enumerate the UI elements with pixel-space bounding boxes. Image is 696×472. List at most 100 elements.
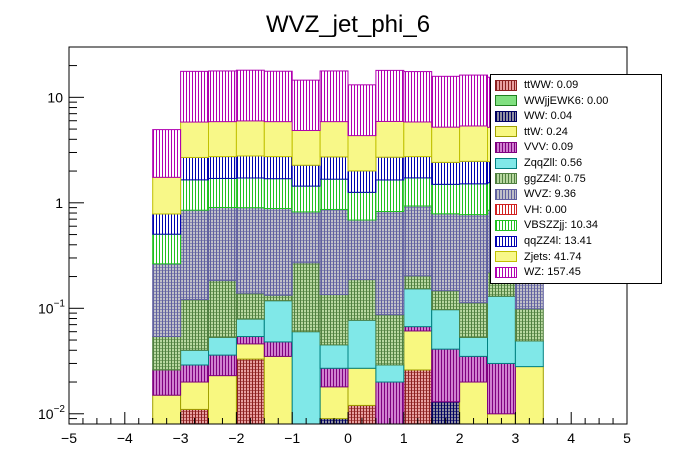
legend-swatch: [495, 204, 517, 216]
bar-VBSZZjj-bin-3: [235, 177, 265, 209]
bar-ggZZ4l-bin-4: [263, 294, 293, 302]
bar-VBSZZjj-bin-8: [375, 179, 405, 213]
x-tick-label: −4: [117, 430, 133, 446]
bar-ZqqZll-bin-2: [208, 336, 237, 356]
legend-swatch: [495, 157, 517, 169]
bar-Zjets-bin-6: [319, 121, 349, 158]
stacked-bars: [152, 69, 544, 425]
bar-ttW-bin-13: [514, 366, 544, 425]
legend-swatch: [495, 95, 517, 107]
bar-ZqqZll-bin-11: [459, 336, 489, 357]
bar-qqZZ4l-bin-7: [347, 170, 377, 193]
bar-ZqqZll-bin-7: [347, 319, 377, 369]
x-tick-label: −3: [173, 430, 189, 446]
bar-ZqqZll-bin-8: [375, 364, 405, 383]
bar-VVV-bin-4: [263, 341, 293, 357]
bar-ttW-bin-4: [263, 355, 293, 425]
bar-ggZZ4l-bin-10: [431, 290, 461, 311]
bar-ZqqZll-bin-3: [235, 318, 265, 338]
bar-ttW-bin-11: [459, 381, 489, 425]
x-tick-label: −2: [228, 430, 244, 446]
bar-WVZ-bin-4: [263, 208, 293, 296]
bar-WVZ-bin-3: [235, 207, 265, 294]
bar-WZ-bin-8: [375, 69, 405, 122]
bar-WZ-bin-0: [152, 129, 182, 178]
legend-item-VBSZZjj: VBSZZjj: 10.34: [495, 218, 598, 232]
legend-item-qqZZ4l: qqZZ4l: 13.41: [495, 234, 592, 248]
y-tick-label: 10−2: [38, 404, 65, 422]
legend-swatch: [495, 219, 517, 231]
bar-Zjets-bin-0: [152, 176, 182, 215]
legend-label: ggZZ4l: 0.75: [524, 172, 586, 185]
bar-VVV-bin-1: [180, 364, 210, 383]
legend-item-WW: WW: 0.04: [495, 109, 572, 123]
bar-VVV-bin-9: [403, 326, 433, 332]
legend-item-WVZ: WVZ: 9.36: [495, 187, 576, 201]
bar-qqZZ4l-bin-1: [180, 156, 210, 181]
bar-VBSZZjj-bin-11: [459, 183, 489, 216]
bar-VBSZZjj-bin-1: [180, 179, 210, 211]
bar-WVZ-bin-0: [152, 263, 182, 338]
y-tick-label: 10−1: [38, 298, 65, 316]
bar-Zjets-bin-2: [208, 121, 237, 158]
bar-ttW-bin-1: [180, 381, 210, 410]
legend-item-WZ: WZ: 157.45: [495, 265, 581, 279]
legend-swatch: [495, 235, 517, 247]
bar-VVV-bin-8: [375, 381, 405, 425]
legend-item-ZqqZll: ZqqZll: 0.56: [495, 156, 582, 170]
x-tick-label: 3: [512, 430, 520, 446]
bar-VBSZZjj-bin-6: [319, 178, 349, 210]
bar-ttW-bin-9: [403, 330, 433, 371]
bar-WZ-bin-1: [180, 70, 210, 123]
legend-item-ggZZ4l: ggZZ4l: 0.75: [495, 172, 586, 186]
x-tick-label: 5: [623, 430, 631, 446]
bar-qqZZ4l-bin-2: [208, 156, 237, 179]
bar-VVV-bin-12: [487, 362, 516, 415]
bar-WZ-bin-3: [235, 69, 265, 122]
legend-label: WVZ: 9.36: [524, 188, 576, 201]
bar-qqZZ4l-bin-9: [403, 156, 433, 179]
legend-item-Zjets: Zjets: 41.74: [495, 250, 581, 264]
bar-ZqqZll-bin-9: [403, 288, 433, 328]
bar-WVZ-bin-11: [459, 214, 489, 304]
legend-swatch: [495, 173, 517, 185]
legend-label: VH: 0.00: [524, 203, 567, 216]
bar-ggZZ4l-bin-0: [152, 336, 182, 371]
bar-ZqqZll-bin-13: [514, 340, 544, 368]
bar-VBSZZjj-bin-7: [347, 191, 377, 221]
x-tick-label: 4: [567, 430, 575, 446]
legend-item-ttW: ttW: 0.24: [495, 125, 568, 139]
bar-ttW-bin-7: [347, 367, 377, 406]
bar-Zjets-bin-4: [263, 121, 293, 158]
bar-ZqqZll-bin-5: [291, 331, 321, 425]
bar-Zjets-bin-10: [431, 126, 461, 163]
legend-swatch: [495, 251, 517, 263]
bar-ZqqZll-bin-12: [487, 295, 516, 364]
bar-ttWW-bin-3: [235, 358, 265, 425]
y-axis: 10−2 10−1 1 10: [38, 46, 84, 425]
bar-VVV-bin-3: [235, 336, 265, 345]
bar-WVZ-bin-2: [208, 206, 237, 282]
bar-ggZZ4l-bin-9: [403, 275, 433, 290]
legend-swatch: [495, 266, 517, 278]
bar-WVZ-bin-10: [431, 213, 461, 292]
bar-WVZ-bin-6: [319, 208, 349, 296]
bar-Zjets-bin-9: [403, 121, 433, 158]
x-tick-label: 2: [456, 430, 464, 446]
bar-WZ-bin-6: [319, 70, 349, 123]
bar-ggZZ4l-bin-3: [235, 292, 265, 320]
legend-label: ttW: 0.24: [524, 125, 568, 138]
legend-item-ttWW: ttWW: 0.09: [495, 78, 578, 92]
bar-WZ-bin-11: [459, 74, 489, 127]
bar-WZ-bin-2: [208, 70, 237, 123]
bar-ggZZ4l-bin-6: [319, 294, 349, 346]
legend-label: WW: 0.04: [524, 110, 573, 123]
bar-WZ-bin-10: [431, 75, 461, 128]
bar-Zjets-bin-5: [291, 129, 321, 166]
bar-VVV-bin-11: [459, 355, 489, 383]
bar-ttWW-bin-9: [403, 369, 433, 425]
bar-VBSZZjj-bin-0: [152, 233, 182, 265]
bar-qqZZ4l-bin-6: [319, 156, 349, 180]
bar-WZ-bin-9: [403, 71, 433, 123]
